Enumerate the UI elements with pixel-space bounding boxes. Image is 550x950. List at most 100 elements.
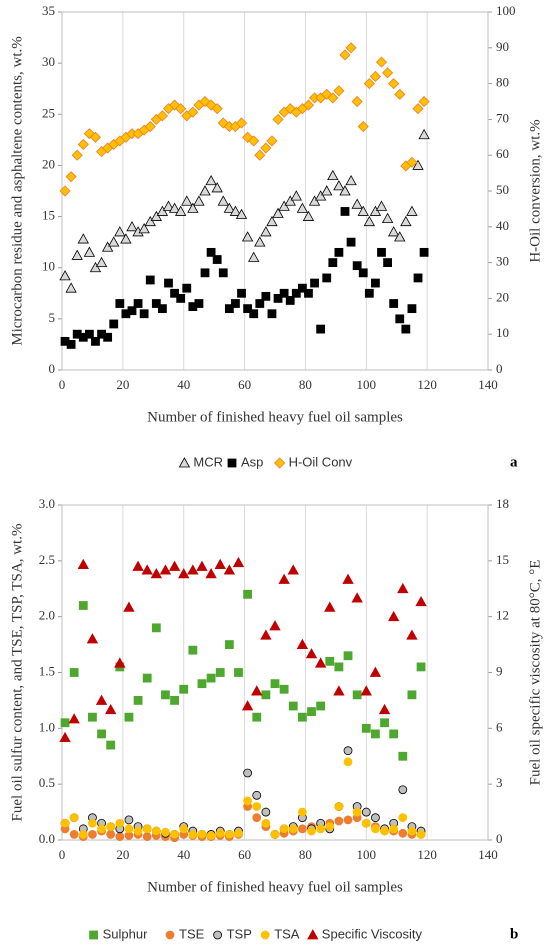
point bbox=[69, 830, 79, 839]
point bbox=[144, 215, 156, 227]
point bbox=[269, 620, 281, 631]
point bbox=[310, 278, 319, 288]
point bbox=[266, 215, 278, 227]
point bbox=[145, 275, 155, 285]
point bbox=[176, 293, 186, 303]
point bbox=[156, 205, 169, 216]
point bbox=[273, 293, 283, 303]
point bbox=[381, 212, 394, 224]
point bbox=[170, 696, 179, 705]
y2-tick-label: 20 bbox=[496, 289, 509, 304]
point bbox=[59, 731, 71, 743]
y2-axis-label: Fuel oil specific viscosity at 80°C, °E bbox=[527, 560, 543, 786]
point bbox=[398, 751, 408, 761]
point bbox=[138, 223, 150, 234]
point bbox=[288, 824, 298, 834]
point bbox=[243, 768, 253, 778]
y-tick-label: 0.5 bbox=[39, 775, 55, 790]
point bbox=[418, 128, 430, 140]
point bbox=[339, 49, 351, 61]
point bbox=[296, 638, 309, 649]
point bbox=[168, 560, 181, 571]
point bbox=[398, 813, 408, 823]
point bbox=[89, 261, 102, 273]
y-axis-label: Microcarbon residue and asphaltene conte… bbox=[9, 36, 25, 345]
point bbox=[387, 226, 400, 237]
point bbox=[397, 582, 409, 594]
point bbox=[345, 174, 357, 186]
point bbox=[108, 236, 120, 247]
y-tick-label: 1.5 bbox=[39, 663, 55, 678]
point bbox=[358, 268, 368, 278]
point bbox=[266, 135, 278, 147]
point bbox=[279, 824, 289, 834]
point bbox=[103, 332, 113, 342]
point bbox=[288, 701, 298, 711]
point bbox=[406, 156, 418, 168]
point bbox=[371, 729, 380, 739]
point bbox=[106, 822, 116, 831]
point bbox=[252, 790, 262, 800]
point bbox=[389, 299, 399, 308]
x-tick-label: 100 bbox=[357, 377, 377, 392]
y2-tick-label: 0 bbox=[496, 831, 503, 846]
point bbox=[115, 299, 125, 308]
point bbox=[321, 185, 333, 196]
x-tick-label: 60 bbox=[238, 847, 251, 862]
point bbox=[78, 601, 88, 610]
point bbox=[142, 673, 152, 683]
point bbox=[206, 831, 216, 840]
point bbox=[168, 202, 181, 213]
legend-label: TSA bbox=[274, 926, 300, 941]
y-tick-label: 2.5 bbox=[39, 552, 55, 567]
point bbox=[305, 648, 318, 659]
point bbox=[88, 830, 97, 839]
legend-label: H-Oil Conv bbox=[289, 454, 353, 469]
point bbox=[252, 802, 262, 811]
point bbox=[351, 95, 363, 108]
point bbox=[380, 826, 389, 836]
point bbox=[132, 560, 144, 571]
y2-tick-label: 18 bbox=[496, 496, 509, 511]
y2-tick-label: 30 bbox=[496, 254, 509, 269]
point bbox=[235, 208, 248, 219]
legend-label: Sulphur bbox=[103, 926, 148, 941]
y-tick-label: 30 bbox=[42, 54, 55, 69]
point bbox=[351, 198, 363, 209]
point bbox=[223, 202, 236, 213]
y-tick-label: 0.0 bbox=[39, 831, 55, 846]
point bbox=[343, 651, 353, 661]
point bbox=[248, 135, 260, 147]
x-tick-label: 40 bbox=[177, 847, 190, 862]
point bbox=[161, 690, 170, 700]
point bbox=[314, 190, 327, 201]
x-tick-label: 20 bbox=[116, 847, 129, 862]
point bbox=[156, 110, 168, 122]
legend-label: TSP bbox=[227, 926, 252, 941]
point bbox=[412, 103, 424, 115]
point bbox=[297, 283, 307, 293]
point bbox=[249, 309, 259, 319]
point bbox=[205, 174, 217, 186]
point bbox=[114, 226, 126, 237]
point bbox=[181, 195, 193, 206]
point bbox=[179, 684, 189, 694]
point bbox=[241, 231, 254, 242]
point bbox=[206, 673, 216, 683]
x-axis-label: Number of finished heavy fuel oil sample… bbox=[147, 409, 403, 425]
point bbox=[59, 185, 71, 197]
point bbox=[196, 560, 208, 571]
point bbox=[162, 200, 175, 211]
point bbox=[84, 329, 94, 339]
point bbox=[346, 237, 356, 247]
point bbox=[127, 306, 137, 316]
point bbox=[352, 261, 362, 271]
y2-tick-label: 15 bbox=[496, 552, 509, 567]
point bbox=[419, 247, 429, 257]
legend-swatch bbox=[260, 930, 270, 940]
point bbox=[164, 278, 173, 288]
point bbox=[141, 564, 153, 575]
point bbox=[151, 623, 161, 633]
x-tick-label: 40 bbox=[177, 377, 190, 392]
